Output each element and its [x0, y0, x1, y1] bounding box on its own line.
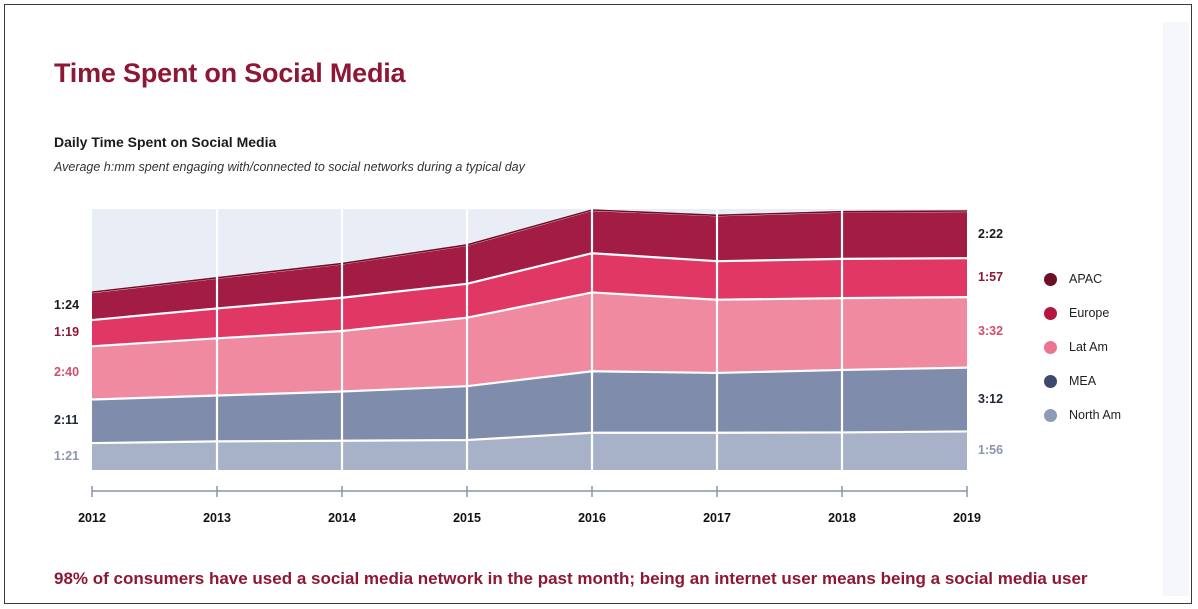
end-label-north-am: 1:56 [978, 442, 1004, 457]
legend-label: APAC [1069, 272, 1103, 286]
x-tick-label: 2017 [703, 511, 731, 525]
separator-north-am [91, 430, 968, 445]
end-label-apac: 2:22 [978, 226, 1004, 241]
chart-footnote: 98% of consumers have used a social medi… [54, 569, 1088, 588]
separator-lat-am [91, 291, 968, 348]
separator-mea [91, 366, 968, 401]
x-tick-label: 2012 [78, 511, 106, 525]
x-tick-label: 2013 [203, 511, 231, 525]
start-label-lat-am: 2:40 [54, 364, 80, 379]
page-title: Time Spent on Social Media [54, 58, 406, 88]
start-label-europe: 1:19 [54, 325, 80, 340]
legend-item-lat-am: Lat Am [1044, 330, 1154, 364]
chart-caption: Average h:mm spent engaging with/connect… [54, 160, 525, 174]
chart-legend: APAC Europe Lat Am MEA North Am [1044, 262, 1154, 432]
area-europe [92, 253, 967, 347]
legend-label: MEA [1069, 374, 1097, 388]
legend-swatch-icon [1044, 272, 1057, 286]
x-tick-label: 2014 [328, 511, 356, 525]
x-tick-label: 2018 [828, 511, 856, 525]
end-label-europe: 1:57 [978, 269, 1004, 284]
legend-label: Europe [1069, 306, 1110, 320]
legend-label: North Am [1069, 408, 1122, 422]
area-apac [92, 209, 967, 321]
legend-swatch-icon [1044, 340, 1057, 354]
legend-item-mea: MEA [1044, 364, 1154, 398]
legend-swatch-icon [1044, 408, 1057, 422]
area-lat-am [92, 292, 967, 400]
x-tick-label: 2015 [453, 511, 481, 525]
start-label-mea: 2:11 [54, 413, 79, 428]
start-label-north-am: 1:21 [54, 448, 80, 463]
x-tick-label: 2019 [953, 511, 981, 525]
legend-item-europe: Europe [1044, 296, 1154, 330]
legend-item-north-am: North Am [1044, 398, 1154, 432]
chart-subtitle: Daily Time Spent on Social Media [54, 134, 277, 150]
top-edge-line [91, 209, 968, 293]
end-label-lat-am: 3:32 [978, 324, 1004, 339]
x-tick-label: 2016 [578, 511, 606, 525]
area-mea [92, 367, 967, 444]
empty-plot-area [92, 209, 967, 293]
separator-europe [91, 252, 968, 322]
legend-swatch-icon [1044, 374, 1057, 388]
side-panel [1163, 22, 1189, 596]
legend-label: Lat Am [1069, 340, 1108, 354]
start-label-apac: 1:24 [54, 298, 80, 313]
legend-item-apac: APAC [1044, 262, 1154, 296]
legend-swatch-icon [1044, 306, 1057, 320]
end-label-mea: 3:12 [978, 391, 1004, 406]
